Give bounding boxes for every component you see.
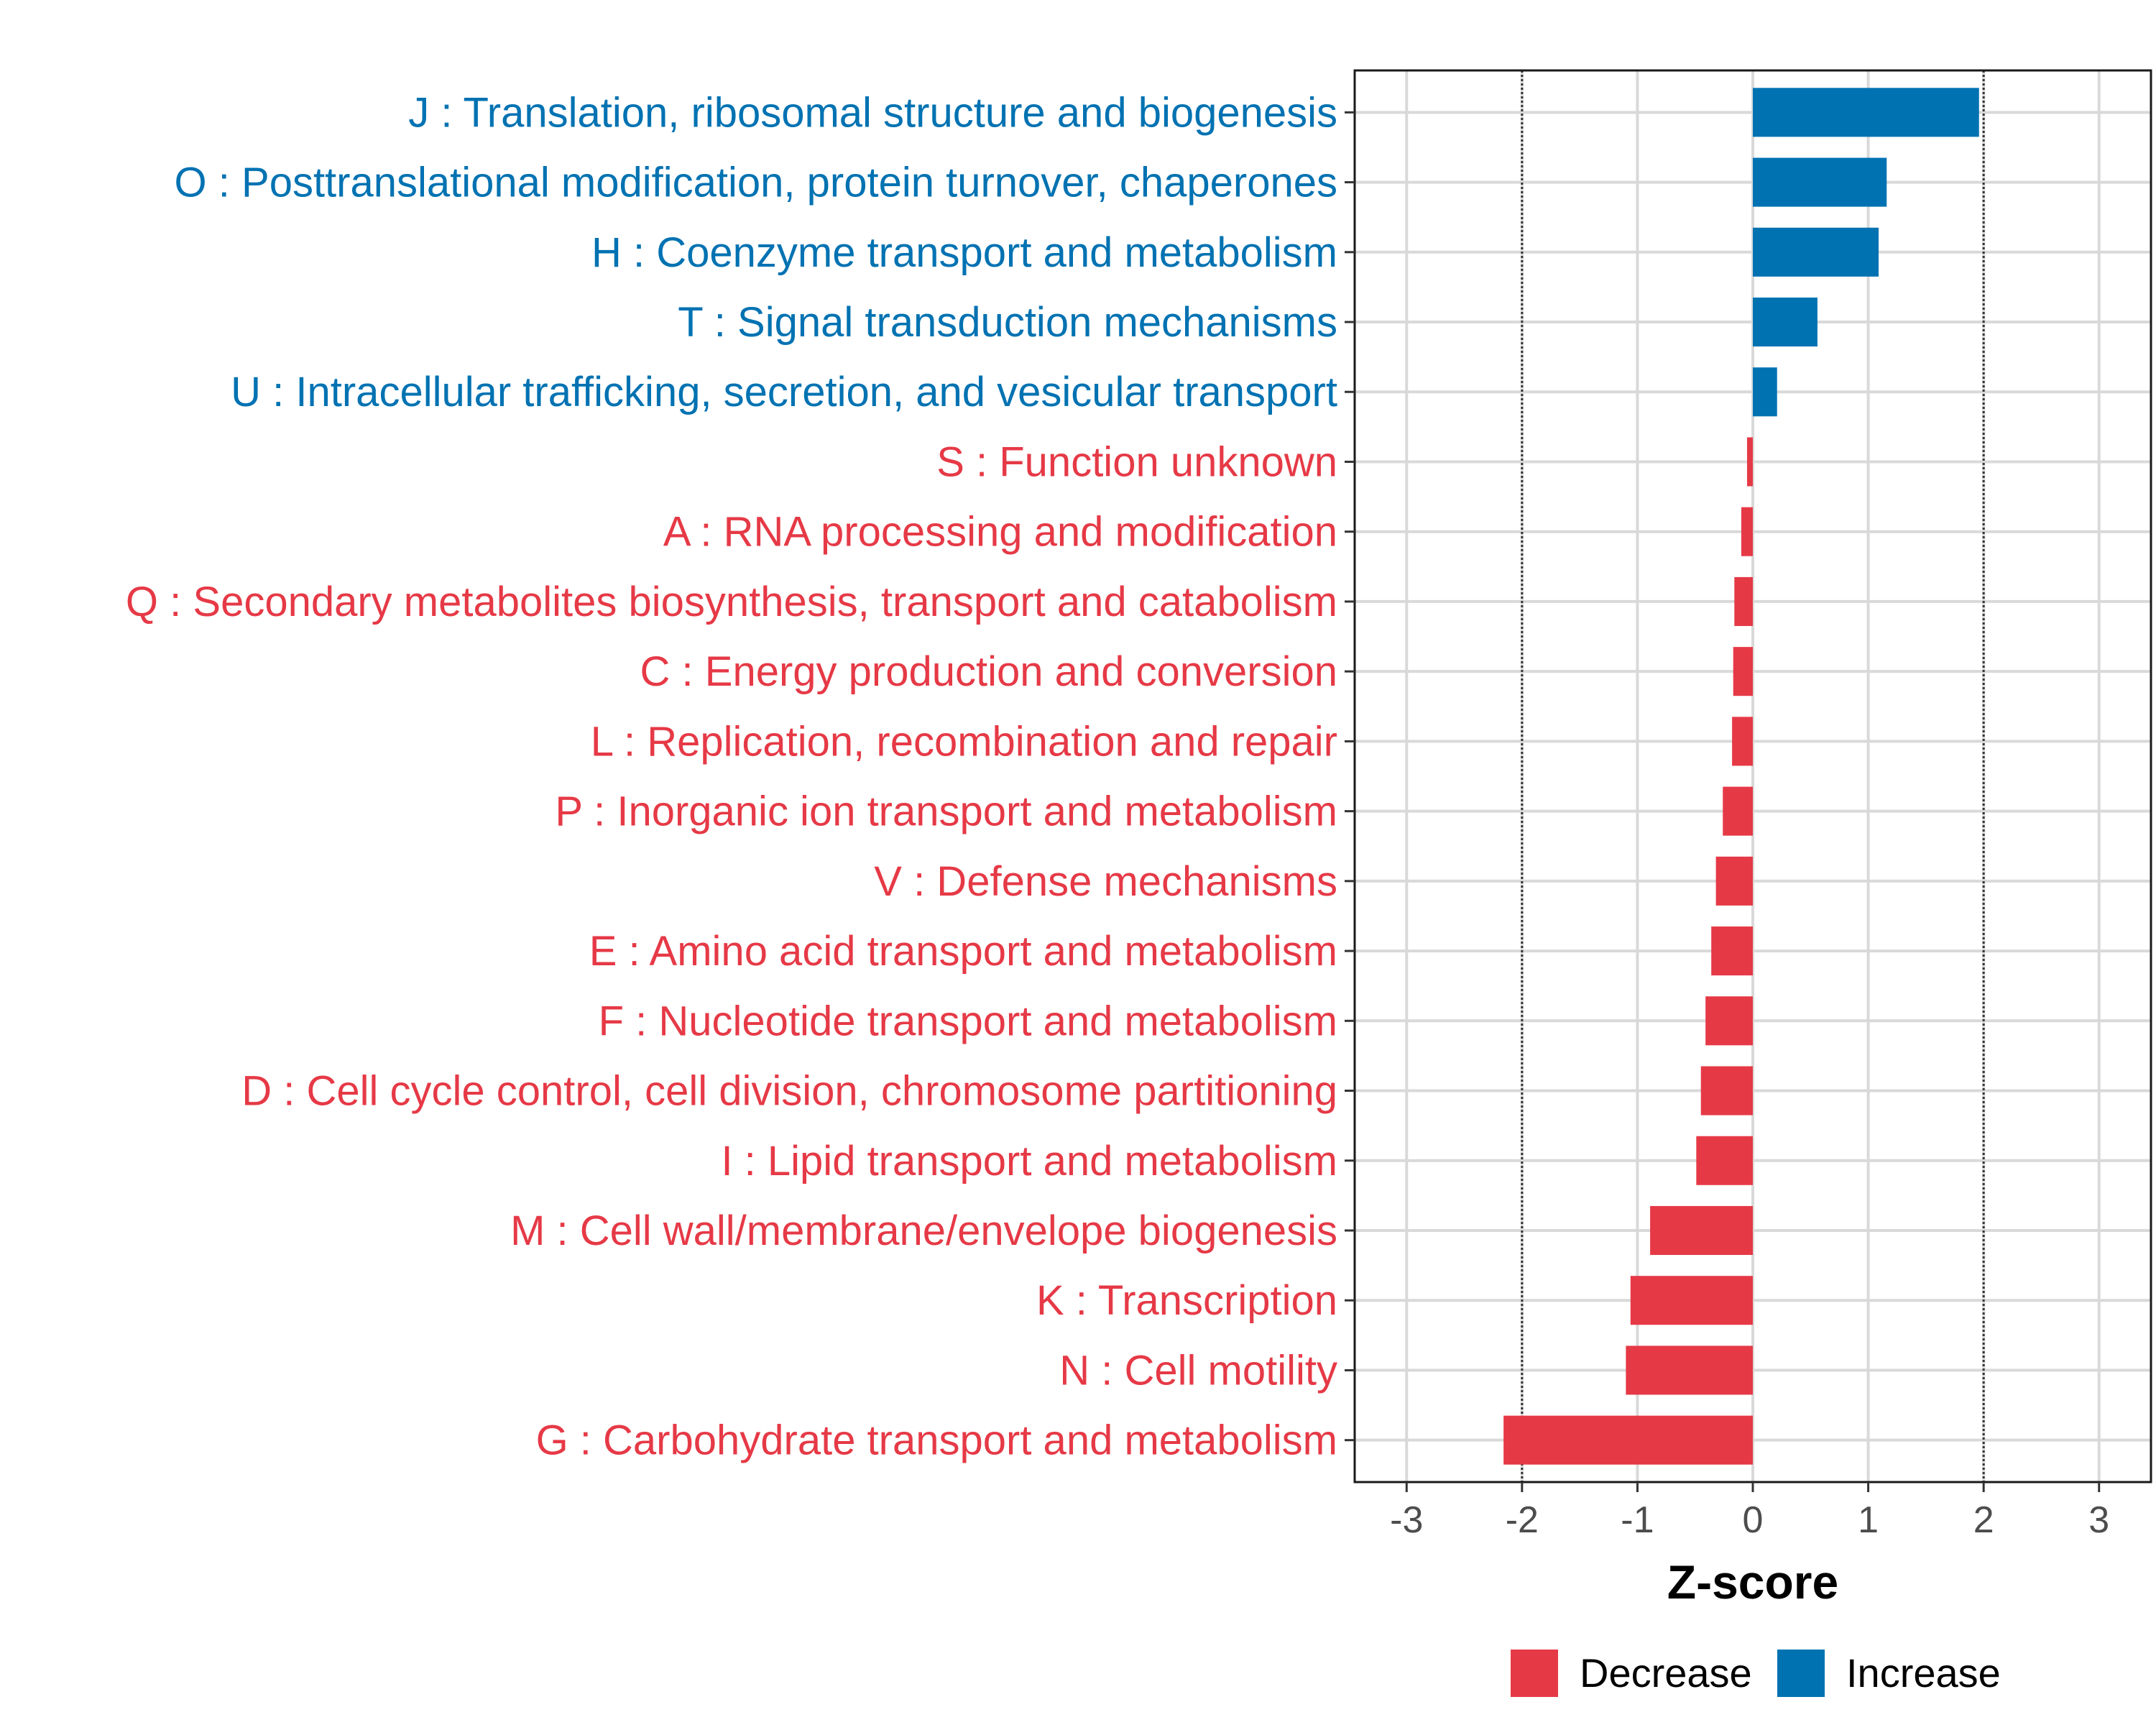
bar <box>1705 996 1753 1046</box>
x-tick-label: 3 <box>2088 1499 2109 1541</box>
bar <box>1630 1276 1753 1325</box>
category-label: K : Transcription <box>1036 1277 1337 1324</box>
category-label: A : RNA processing and modification <box>663 509 1337 556</box>
bar <box>1734 576 1753 626</box>
category-label: N : Cell motility <box>1059 1347 1337 1394</box>
category-label: Q : Secondary metabolites biosynthesis, … <box>126 579 1337 625</box>
category-label: O : Posttranslational modification, prot… <box>175 160 1337 206</box>
legend: Decrease Increase <box>1511 1650 2001 1697</box>
category-label: F : Nucleotide transport and metabolism <box>599 998 1337 1044</box>
legend-swatch-decrease <box>1511 1650 1558 1697</box>
bar <box>1715 856 1753 906</box>
x-tick-label: 2 <box>1973 1499 1994 1541</box>
category-label: J : Translation, ribosomal structure and… <box>408 89 1337 136</box>
grid-layer <box>1355 70 2151 1482</box>
bar <box>1723 786 1753 836</box>
category-label: S : Function unknown <box>936 438 1337 485</box>
x-tick-label: 0 <box>1743 1499 1764 1541</box>
legend-swatch-increase <box>1777 1650 1825 1697</box>
category-label: E : Amino acid transport and metabolism <box>589 928 1337 975</box>
bar <box>1753 367 1777 417</box>
category-label: U : Intracellular trafficking, secretion… <box>231 369 1337 415</box>
x-tick-label: 1 <box>1858 1499 1879 1541</box>
bar <box>1696 1136 1753 1185</box>
bar <box>1753 88 1979 137</box>
category-labels: J : Translation, ribosomal structure and… <box>126 89 1337 1463</box>
category-label: G : Carbohydrate transport and metabolis… <box>536 1417 1337 1464</box>
bar <box>1753 297 1818 347</box>
x-tick-label: -2 <box>1506 1499 1539 1541</box>
bar <box>1626 1346 1753 1395</box>
bar <box>1741 507 1753 556</box>
category-label: P : Inorganic ion transport and metaboli… <box>555 788 1337 835</box>
category-label: C : Energy production and conversion <box>640 648 1337 695</box>
bar <box>1753 227 1879 277</box>
bar <box>1733 647 1753 696</box>
x-tick-label: -1 <box>1621 1499 1654 1541</box>
bar <box>1746 437 1753 487</box>
bar <box>1650 1205 1753 1256</box>
bar <box>1700 1066 1753 1116</box>
category-label: I : Lipid transport and metabolism <box>721 1138 1337 1184</box>
category-label: H : Coenzyme transport and metabolism <box>591 229 1337 276</box>
x-axis-ticks: -3 -2 -1 0 1 2 3 <box>1390 1482 2109 1541</box>
legend-label-increase: Increase <box>1846 1650 2001 1696</box>
bars-layer <box>1503 88 1979 1465</box>
bar <box>1711 926 1753 976</box>
category-label: D : Cell cycle control, cell division, c… <box>241 1068 1337 1115</box>
category-label: T : Signal transduction mechanisms <box>678 299 1337 346</box>
bar <box>1753 157 1887 207</box>
category-label: M : Cell wall/membrane/envelope biogenes… <box>510 1208 1337 1254</box>
x-axis-title: Z-score <box>1667 1555 1838 1609</box>
x-tick-label: -3 <box>1390 1499 1423 1541</box>
legend-label-decrease: Decrease <box>1580 1650 1752 1696</box>
bar <box>1732 717 1753 766</box>
bar <box>1503 1415 1753 1465</box>
category-label: L : Replication, recombination and repai… <box>591 718 1337 765</box>
y-axis-ticks <box>1345 111 1355 1442</box>
category-label: V : Defense mechanisms <box>874 858 1337 905</box>
